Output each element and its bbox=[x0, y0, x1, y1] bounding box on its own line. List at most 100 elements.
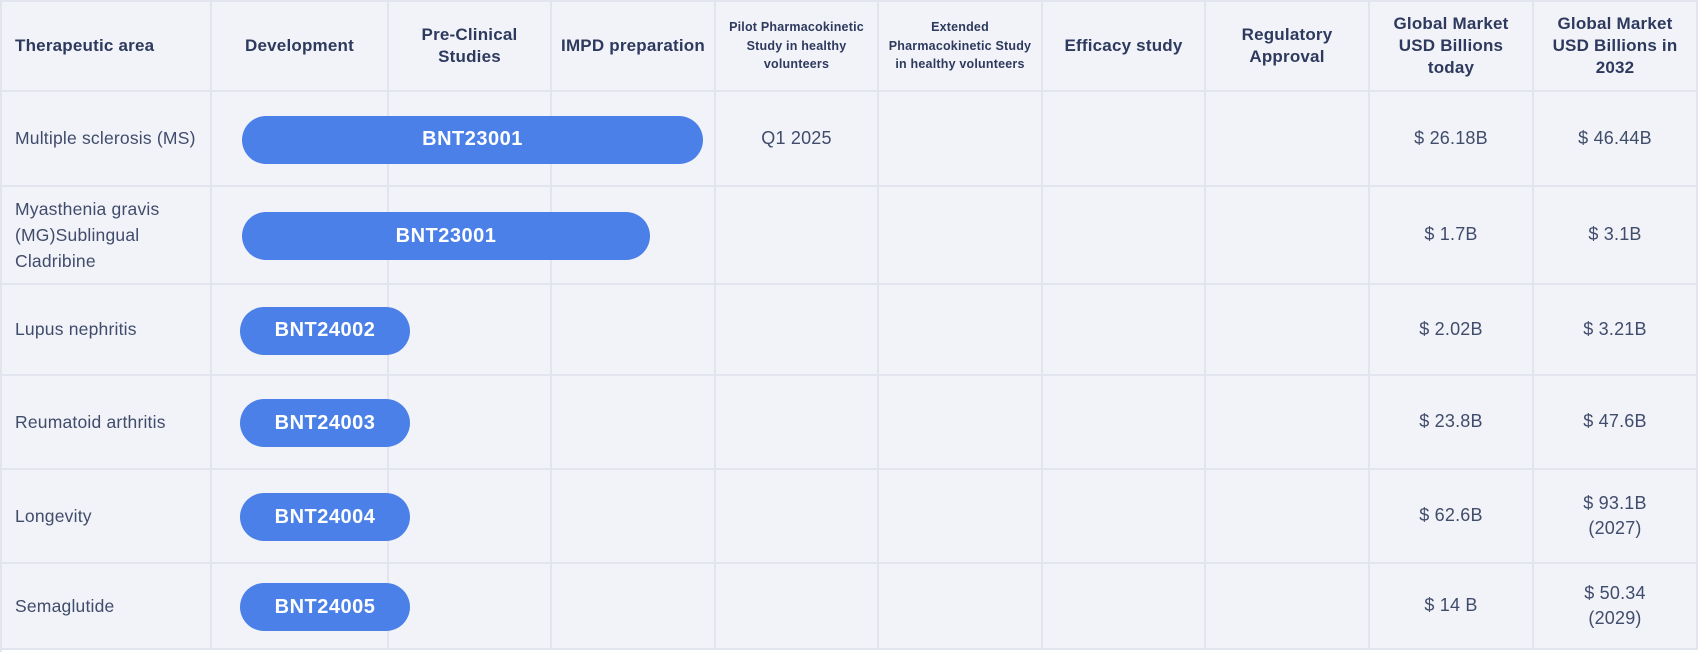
therapeutic-area-cell: Semaglutide bbox=[2, 564, 212, 650]
stage-cell bbox=[716, 376, 879, 470]
table-row: Myasthenia gravis (MG)Sublingual Cladrib… bbox=[2, 187, 1698, 285]
market-2032-cell: $ 3.1B bbox=[1534, 187, 1698, 285]
market-2032-cell: $ 3.21B bbox=[1534, 285, 1698, 376]
stage-cell bbox=[389, 376, 552, 470]
stage-cell bbox=[552, 285, 716, 376]
column-header: Efficacy study bbox=[1043, 2, 1206, 92]
value-line: $ 3.21B bbox=[1583, 318, 1647, 339]
pilot-pk-cell: Q1 2025 bbox=[716, 92, 879, 187]
stage-cell bbox=[552, 376, 716, 470]
stage-cell bbox=[716, 470, 879, 564]
therapeutic-area-cell: Reumatoid arthritis bbox=[2, 376, 212, 470]
cell-value: $ 3.21B bbox=[1540, 317, 1690, 342]
column-header-label: IMPD preparation bbox=[561, 35, 705, 55]
stage-cell bbox=[716, 564, 879, 650]
market-2032-cell: $ 93.1B (2027) bbox=[1534, 470, 1698, 564]
therapeutic-area-label: Myasthenia gravis (MG)Sublingual Cladrib… bbox=[15, 198, 160, 272]
stage-cell bbox=[1043, 564, 1206, 650]
table-row: Lupus nephritis $ 2.02B $ 3.21B BNT24002 bbox=[2, 285, 1698, 376]
cell-value: $ 47.6B bbox=[1540, 409, 1690, 434]
program-pill: BNT24002 bbox=[240, 306, 410, 355]
market-2032-cell: $ 46.44B bbox=[1534, 92, 1698, 187]
stage-cell bbox=[1206, 285, 1370, 376]
column-header-label: Development bbox=[245, 35, 354, 55]
column-header: Global Market USD Billions today bbox=[1370, 2, 1534, 92]
table-row: Multiple sclerosis (MS) Q1 2025 $ 26.18B $ … bbox=[2, 92, 1698, 187]
stage-cell bbox=[716, 285, 879, 376]
therapeutic-area-label: Reumatoid arthritis bbox=[15, 411, 166, 432]
therapeutic-area-label: Multiple sclerosis (MS) bbox=[15, 128, 196, 149]
cell-value: $ 93.1B (2027) bbox=[1540, 491, 1690, 541]
value-line: $ 14 B bbox=[1424, 595, 1478, 616]
value-line: $ 62.6B bbox=[1419, 505, 1483, 526]
stage-cell bbox=[879, 470, 1043, 564]
value-line: $ 1.7B bbox=[1424, 224, 1478, 245]
stage-cell bbox=[1043, 92, 1206, 187]
stage-cell bbox=[1206, 564, 1370, 650]
column-header-label: Global Market USD Billions in 2032 bbox=[1552, 13, 1678, 78]
therapeutic-area-cell: Multiple sclerosis (MS) bbox=[2, 92, 212, 187]
cell-value: $ 23.8B bbox=[1376, 409, 1526, 434]
stage-cell bbox=[879, 92, 1043, 187]
table-body: Multiple sclerosis (MS) Q1 2025 $ 26.18B $ … bbox=[2, 92, 1698, 650]
stage-cell bbox=[1206, 376, 1370, 470]
column-header-label: Pre-Clinical Studies bbox=[421, 24, 518, 66]
program-pill: BNT24004 bbox=[240, 493, 410, 541]
program-pill: BNT24005 bbox=[240, 583, 410, 631]
column-header-label: Regulatory Approval bbox=[1241, 24, 1333, 66]
stage-cell bbox=[1206, 470, 1370, 564]
program-pill: BNT23001 bbox=[242, 212, 650, 260]
program-pill-label: BNT24005 bbox=[274, 595, 376, 618]
cell-value: Q1 2025 bbox=[722, 126, 871, 151]
stage-cell bbox=[552, 564, 716, 650]
program-pill: BNT23001 bbox=[242, 115, 703, 164]
stage-cell bbox=[879, 187, 1043, 285]
cell-value: $ 2.02B bbox=[1376, 317, 1526, 342]
market-today-cell: $ 23.8B bbox=[1370, 376, 1534, 470]
market-2032-cell: $ 47.6B bbox=[1534, 376, 1698, 470]
market-today-cell: $ 2.02B bbox=[1370, 285, 1534, 376]
stage-cell bbox=[879, 564, 1043, 650]
cell-value: $ 50.34 (2029) bbox=[1540, 581, 1690, 631]
cell-value: $ 3.1B bbox=[1540, 222, 1690, 247]
column-header-label: Extended Pharmacokinetic Study in health… bbox=[888, 19, 1032, 72]
cell-value: $ 1.7B bbox=[1376, 222, 1526, 247]
therapeutic-area-label: Longevity bbox=[15, 505, 92, 526]
column-header: Pre-Clinical Studies bbox=[389, 2, 552, 92]
program-pill: BNT24003 bbox=[240, 399, 410, 447]
column-header-label: Pilot Pharmacokinetic Study in healthy v… bbox=[729, 19, 864, 72]
program-pill-label: BNT23001 bbox=[422, 128, 523, 150]
cell-value: $ 26.18B bbox=[1376, 126, 1526, 151]
value-line: $ 23.8B bbox=[1419, 411, 1483, 432]
cell-value: $ 46.44B bbox=[1540, 126, 1690, 151]
column-header-label: Global Market USD Billions today bbox=[1393, 13, 1509, 78]
value-line: $ 26.18B bbox=[1414, 127, 1488, 148]
market-today-cell: $ 1.7B bbox=[1370, 187, 1534, 285]
column-header-label: Efficacy study bbox=[1064, 35, 1183, 55]
value-line: $ 93.1B bbox=[1583, 492, 1647, 513]
therapeutic-area-label: Semaglutide bbox=[15, 595, 115, 616]
value-line: $ 47.6B bbox=[1583, 411, 1647, 432]
stage-cell bbox=[879, 285, 1043, 376]
cell-value: $ 14 B bbox=[1376, 593, 1526, 618]
stage-cell bbox=[879, 376, 1043, 470]
market-2032-cell: $ 50.34 (2029) bbox=[1534, 564, 1698, 650]
program-pill-label: BNT24003 bbox=[274, 411, 376, 434]
market-today-cell: $ 14 B bbox=[1370, 564, 1534, 650]
stage-cell bbox=[1043, 470, 1206, 564]
table-row: Reumatoid arthritis $ 23.8B $ 47.6B BNT2400… bbox=[2, 376, 1698, 470]
therapeutic-area-cell: Myasthenia gravis (MG)Sublingual Cladrib… bbox=[2, 187, 212, 285]
stage-cell bbox=[389, 564, 552, 650]
stage-cell bbox=[1043, 285, 1206, 376]
value-line: $ 3.1B bbox=[1588, 224, 1642, 245]
stage-cell bbox=[1206, 187, 1370, 285]
value-line: Q1 2025 bbox=[761, 127, 832, 148]
column-header: Therapeutic area bbox=[2, 2, 212, 92]
stage-cell bbox=[1043, 187, 1206, 285]
stage-cell bbox=[389, 285, 552, 376]
therapeutic-area-cell: Longevity bbox=[2, 470, 212, 564]
column-header: Development bbox=[212, 2, 389, 92]
therapeutic-area-cell: Lupus nephritis bbox=[2, 285, 212, 376]
column-header: IMPD preparation bbox=[552, 2, 716, 92]
